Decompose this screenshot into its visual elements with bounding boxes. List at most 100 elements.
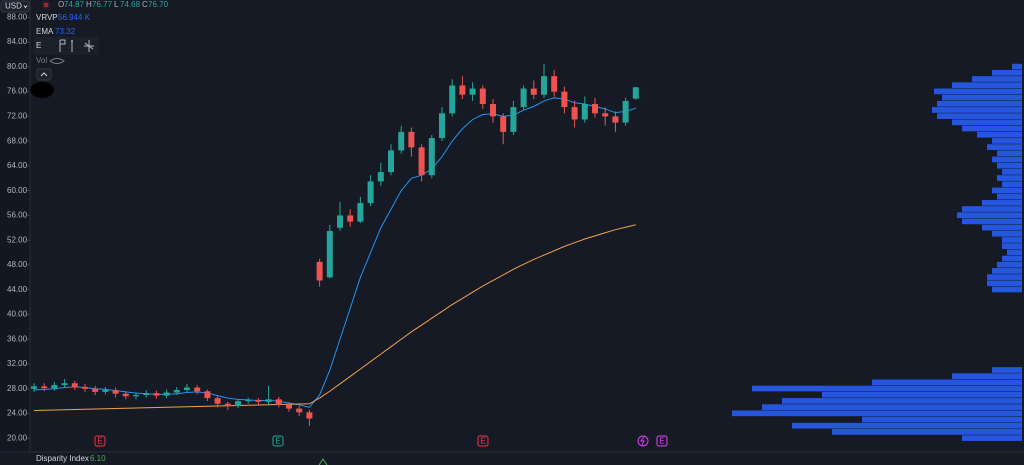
candle-body	[530, 88, 537, 95]
indicator-value: 56.944 K	[58, 13, 91, 22]
event-label: E	[480, 437, 485, 446]
volume-profile-bar	[752, 385, 1022, 392]
volume-profile-bar	[1002, 237, 1022, 243]
candle-body	[408, 131, 415, 148]
y-tick-label: 64.00	[7, 161, 28, 170]
candle-body	[428, 138, 435, 176]
candle-body	[306, 412, 313, 419]
candle-body	[275, 399, 282, 405]
volume-profile-bar	[762, 404, 1022, 410]
candle-body	[357, 203, 364, 222]
candle-body	[245, 399, 252, 402]
candle-body	[286, 404, 292, 409]
y-tick-label: 52.00	[7, 235, 28, 244]
currency: USD	[5, 2, 22, 11]
event-marker	[477, 435, 489, 447]
ohlc-value: 76.70	[148, 0, 169, 9]
indicator-name: Vol	[36, 56, 47, 65]
volume-profile-bar	[957, 212, 1022, 219]
volume-profile-bar	[952, 119, 1022, 126]
volume-profile-bar	[1012, 63, 1022, 70]
volume-profile-bar	[992, 138, 1022, 144]
volume-profile-bar	[937, 113, 1022, 119]
volume-profile-bar	[832, 429, 1022, 435]
volume-profile-bar	[792, 422, 1022, 429]
y-tick-label: 56.00	[7, 211, 28, 220]
lightning-icon	[640, 436, 645, 446]
candle-body	[224, 403, 231, 407]
volume-profile-bar	[977, 131, 1022, 138]
y-tick-label: 72.00	[7, 111, 28, 120]
candle-body	[592, 104, 598, 114]
ohlc-value: 74.87	[64, 0, 85, 9]
volume-profile-bar	[942, 94, 1022, 101]
indicator-value: 73.32	[55, 27, 76, 36]
candle-body	[316, 261, 323, 281]
dropdown-caret	[23, 5, 28, 9]
volume-profile-bar	[992, 187, 1022, 194]
y-tick-label: 48.00	[7, 260, 28, 269]
candle-body	[500, 116, 507, 132]
candle-body	[255, 399, 262, 402]
volume-profile-bar	[992, 69, 1022, 76]
candle-body	[102, 390, 109, 392]
volume-profile-bar	[972, 76, 1022, 82]
eye-icon[interactable]	[49, 58, 65, 64]
candle-body	[337, 215, 343, 228]
collapse-button[interactable]	[36, 68, 52, 81]
candle-body	[184, 387, 190, 391]
volume-profile-bar	[732, 410, 1022, 417]
event-marker	[656, 435, 668, 447]
volume-profile-bar	[872, 379, 1022, 386]
tool-icons[interactable]	[59, 39, 94, 52]
y-tick-label: 40.00	[7, 310, 28, 319]
volume-profile-bar	[937, 100, 1022, 107]
event-label: E	[659, 437, 664, 446]
candle-body	[571, 107, 578, 120]
volume-profile-bar	[962, 435, 1022, 441]
candle-body	[31, 386, 37, 389]
indicator-toolbar	[34, 37, 98, 55]
candle-body	[173, 390, 180, 393]
candle-body	[265, 399, 272, 402]
volume-profile-bar	[992, 268, 1022, 274]
event-label: E	[97, 437, 102, 446]
candle-body	[632, 87, 639, 99]
y-tick-label: 68.00	[7, 136, 28, 145]
pane-marker	[318, 458, 328, 465]
candle-body	[561, 91, 568, 108]
candle-body	[92, 388, 99, 392]
event-label: E	[275, 437, 280, 446]
volume-profile-bar	[1007, 249, 1022, 256]
y-tick-label: 84.00	[7, 37, 28, 46]
volume-profile-bar	[782, 398, 1022, 404]
indicator-name: EMA	[36, 27, 54, 36]
y-tick-label: 24.00	[7, 409, 28, 418]
volume-profile-bar	[1002, 255, 1022, 262]
menu-icon[interactable]	[42, 1, 50, 9]
indicator-line	[33, 224, 636, 411]
volume-profile-bar	[982, 199, 1022, 206]
candle-body	[459, 85, 466, 95]
ohlc-value: 74.68	[120, 0, 141, 9]
volume-profile-bar	[1002, 181, 1022, 188]
y-tick-label: 60.00	[7, 186, 28, 195]
ohlc-value: 76.77	[92, 0, 113, 9]
candle-body	[82, 386, 88, 389]
currency-button[interactable]	[0, 0, 30, 13]
volume-profile-bar	[952, 373, 1022, 380]
candle-body	[326, 230, 333, 278]
volume-profile-bar	[992, 230, 1022, 237]
candle-body	[153, 393, 160, 396]
event-marker	[272, 435, 284, 447]
volume-profile-bar	[962, 206, 1022, 212]
candle-body	[439, 113, 445, 139]
volume-profile-bar	[952, 82, 1022, 89]
candle-body	[398, 131, 405, 151]
candle-body	[388, 150, 394, 173]
volume-profile-bar	[1002, 169, 1022, 175]
candle-body	[520, 88, 527, 108]
candle-body	[51, 385, 58, 389]
y-tick-label: 80.00	[7, 62, 28, 71]
